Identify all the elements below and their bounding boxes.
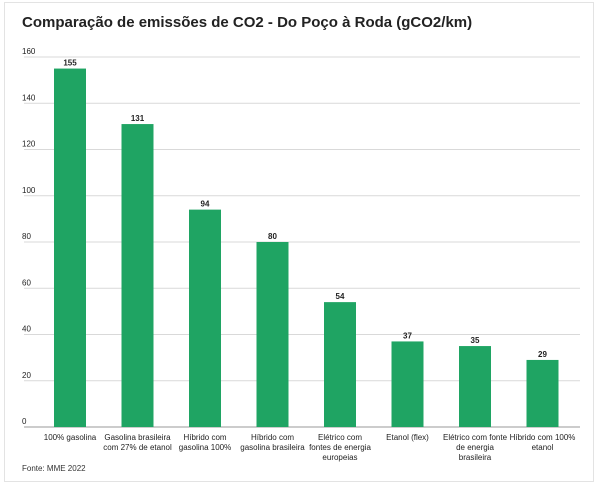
x-category-label: Híbrido com 100% etanol [510, 433, 576, 452]
y-tick-label: 20 [22, 371, 31, 380]
y-tick-label: 120 [22, 140, 36, 149]
x-category-label: Gasolina brasileira com 27% de etanol [103, 433, 172, 452]
bar [256, 242, 289, 427]
gridlines [24, 56, 580, 428]
data-label: 35 [471, 336, 480, 345]
x-axis-category-labels: 100% gasolina Gasolina brasileira com 27% … [44, 433, 576, 462]
bar [391, 341, 424, 427]
data-label: 29 [538, 350, 547, 359]
x-category-label: 100% gasolina [44, 433, 97, 442]
y-tick-label: 0 [22, 417, 27, 426]
y-tick-label: 100 [22, 186, 36, 195]
data-label: 54 [336, 292, 345, 301]
bar [121, 124, 154, 427]
y-tick-label: 80 [22, 232, 31, 241]
data-label: 37 [403, 331, 412, 340]
data-label: 155 [63, 59, 77, 68]
bar [54, 68, 86, 427]
data-label: 94 [201, 200, 210, 209]
x-category-label: Elétrico com fontes de energia europeias [309, 433, 371, 462]
bar [324, 302, 356, 427]
data-label: 131 [131, 114, 145, 123]
bar [459, 346, 491, 427]
y-tick-label: 140 [22, 93, 36, 102]
x-category-label: Elétrico com fonte de energia brasileira [443, 433, 508, 462]
y-axis-ticks: 0 20 40 60 80 100 120 140 160 [22, 47, 36, 426]
bar [526, 359, 559, 427]
y-tick-label: 40 [22, 325, 31, 334]
source-note: Fonte: MME 2022 [22, 464, 86, 473]
y-tick-label: 60 [22, 278, 31, 287]
chart-title: Comparação de emissões de CO2 - Do Poço … [22, 14, 473, 31]
data-labels: 155 131 94 80 54 37 35 29 [63, 59, 547, 359]
x-category-label: Híbrido com gasolina brasileira [240, 433, 305, 452]
y-tick-label: 160 [22, 47, 36, 56]
bars [54, 68, 559, 427]
x-category-label: Híbrido com gasolina 100% [179, 433, 231, 452]
x-category-label: Etanol (flex) [386, 433, 429, 442]
data-label: 80 [268, 232, 277, 241]
bar [189, 209, 221, 427]
